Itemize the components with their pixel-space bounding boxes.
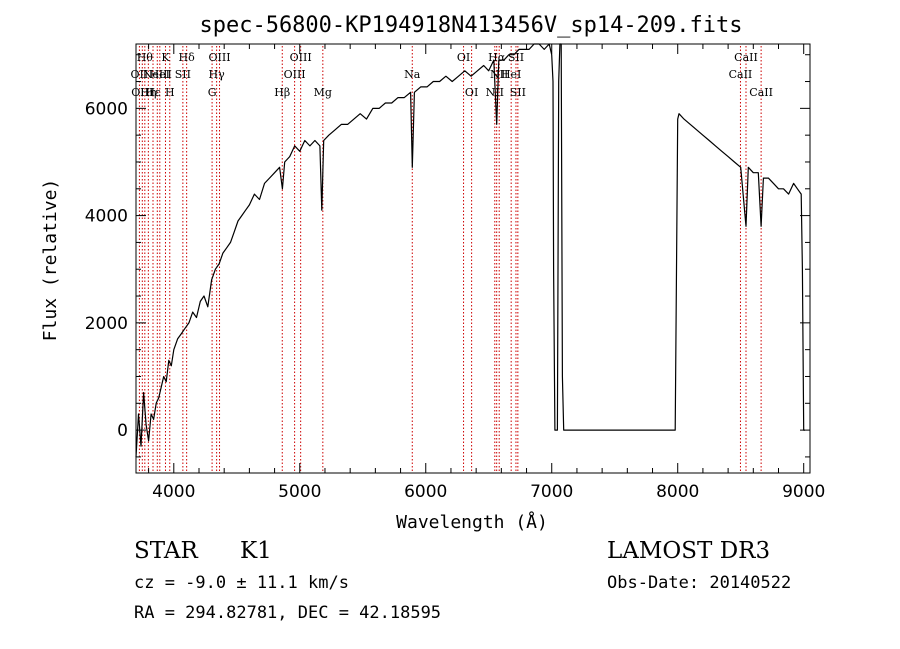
y-axis-ticks: 0 2000 4000 6000: [85, 54, 810, 458]
line-label-29: CaII: [749, 86, 773, 99]
line-label-2: Hθ: [137, 51, 154, 64]
y-tick-label-3: 6000: [85, 99, 128, 119]
line-label-22: Hα: [488, 51, 506, 64]
emission-line-labels: OIIOIIIHθHηHεNeIIIHeIKHSIIHδGHγOIIIHβOII…: [131, 51, 773, 99]
line-label-1: OIII: [131, 86, 153, 99]
x-tick-label-2: 6000: [404, 482, 447, 502]
line-label-14: Hβ: [274, 86, 290, 99]
y-axis-label: Flux (relative): [40, 179, 61, 342]
line-label-16: OIII: [290, 51, 312, 64]
x-tick-label-5: 9000: [782, 482, 825, 502]
object-class: STAR: [134, 538, 198, 564]
x-axis-ticks: 4000 5000 6000 7000 8000 9000: [148, 44, 825, 502]
line-label-0: OII: [131, 68, 149, 81]
y-tick-label-0: 0: [117, 421, 128, 441]
line-label-15: OIII: [284, 68, 306, 81]
observation-date: Obs-Date: 20140522: [607, 573, 792, 593]
line-label-27: CaII: [729, 68, 753, 81]
line-label-24: HeI: [501, 68, 521, 81]
flux-series: [135, 43, 805, 457]
line-label-19: OI: [457, 51, 470, 64]
line-label-17: Mg: [314, 86, 332, 99]
line-label-10: Hδ: [179, 51, 196, 64]
line-label-13: OIII: [208, 51, 230, 64]
emission-line-markers: [138, 46, 762, 473]
y-tick-label-1: 2000: [85, 314, 128, 334]
line-label-7: K: [161, 51, 170, 64]
plot-frame: [135, 43, 811, 474]
survey-name: LAMOST DR3: [607, 538, 771, 564]
line-label-3: Hη: [140, 86, 156, 99]
x-tick-label-3: 7000: [530, 482, 573, 502]
line-label-5: NeIII: [143, 68, 172, 81]
y-tick-label-2: 4000: [85, 207, 128, 227]
x-tick-label-0: 4000: [152, 482, 195, 502]
x-axis-label: Wavelength (Å): [396, 511, 548, 533]
redshift-cz: cz = -9.0 ± 11.1 km/s: [134, 573, 349, 593]
line-label-9: SII: [175, 68, 191, 81]
line-label-26: SII: [510, 86, 526, 99]
x-tick-label-4: 8000: [656, 482, 699, 502]
line-label-28: CaII: [734, 51, 758, 64]
x-tick-label-1: 5000: [278, 482, 321, 502]
line-label-4: Hε: [145, 86, 161, 99]
line-label-12: Hγ: [209, 68, 226, 81]
line-label-18: Na: [404, 68, 421, 81]
series-line-flux: [135, 43, 805, 457]
line-label-11: G: [208, 86, 217, 99]
line-label-8: H: [165, 86, 175, 99]
line-label-6: HeI: [150, 68, 170, 81]
coordinates: RA = 294.82781, DEC = 42.18595: [134, 603, 442, 623]
object-subclass: K1: [240, 538, 272, 564]
chart-title: spec-56800-KP194918N413456V_sp14-209.fit…: [199, 13, 742, 38]
line-label-20: OI: [465, 86, 478, 99]
